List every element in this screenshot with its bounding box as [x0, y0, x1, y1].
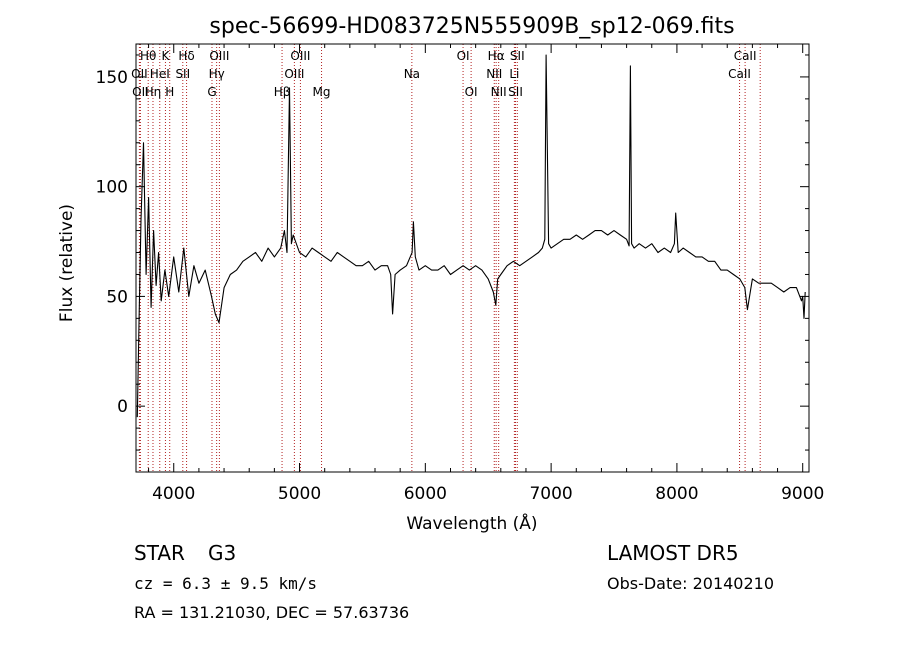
x-tick-label: 8000 — [655, 484, 698, 504]
x-axis-label: Wavelength (Å) — [406, 512, 537, 534]
x-tick-label: 6000 — [404, 484, 447, 504]
plot-title: spec-56699-HD083725N555909B_sp12-069.fit… — [209, 14, 734, 39]
object-class: STAR — [134, 541, 185, 565]
redshift-cz: cz = 6.3 ± 9.5 km/s — [134, 574, 317, 593]
line-label-15: NII — [486, 67, 502, 81]
line-label-5: OI — [457, 49, 470, 63]
x-tick-labels: 4000 5000 6000 7000 8000 9000 — [152, 484, 824, 504]
sky-coordinates: RA = 131.21030, DEC = 57.63736 — [134, 603, 409, 622]
object-subclass: G3 — [208, 541, 236, 565]
y-tick-label: 0 — [117, 397, 128, 417]
line-label-3: OIII — [209, 49, 229, 63]
line-label-1: K — [161, 49, 170, 63]
line-label-12: Hγ — [209, 67, 225, 81]
line-label-25: NII — [491, 85, 507, 99]
survey-name: LAMOST DR5 — [607, 541, 739, 565]
line-label-11: SII — [175, 67, 190, 81]
x-tick-label: 7000 — [529, 484, 572, 504]
line-label-19: Hη — [145, 85, 162, 99]
x-tick-label: 5000 — [278, 484, 321, 504]
line-label-26: SII — [508, 85, 523, 99]
x-tick-label: 4000 — [152, 484, 195, 504]
line-label-20: H — [165, 85, 174, 99]
line-label-4: OIII — [290, 49, 310, 63]
observation-date: Obs-Date: 20140210 — [607, 574, 774, 593]
line-label-2: Hδ — [178, 49, 194, 63]
line-label-7: SII — [510, 49, 525, 63]
line-label-14: Na — [404, 67, 420, 81]
line-label-10: HeI — [150, 67, 170, 81]
line-label-9: OII — [131, 67, 148, 81]
y-axis-label: Flux (relative) — [57, 204, 77, 322]
y-tick-labels: 0 50 100 150 — [96, 68, 128, 417]
line-label-16: Li — [509, 67, 519, 81]
line-label-27: CaII — [749, 0, 772, 3]
spectrum-line-0 — [136, 54, 806, 418]
line-label-13: OIII — [284, 67, 304, 81]
x-tick-label: 9000 — [781, 484, 824, 504]
line-label-22: Hβ — [274, 85, 291, 99]
line-label-17: CaII — [728, 67, 751, 81]
axis-ticks — [136, 44, 809, 473]
spectrum-series — [136, 54, 806, 418]
y-tick-label: 150 — [96, 68, 128, 88]
y-tick-label: 50 — [106, 287, 128, 307]
line-label-23: Mg — [313, 85, 331, 99]
line-label-21: G — [207, 85, 216, 99]
line-label-8: CaII — [734, 49, 757, 63]
spectral-line-markers — [138, 44, 761, 472]
line-label-24: OI — [465, 85, 478, 99]
y-tick-label: 100 — [96, 178, 128, 198]
plot-frame — [135, 43, 810, 473]
line-label-6: Hα — [488, 49, 505, 63]
line-label-0: Hθ — [140, 49, 156, 63]
